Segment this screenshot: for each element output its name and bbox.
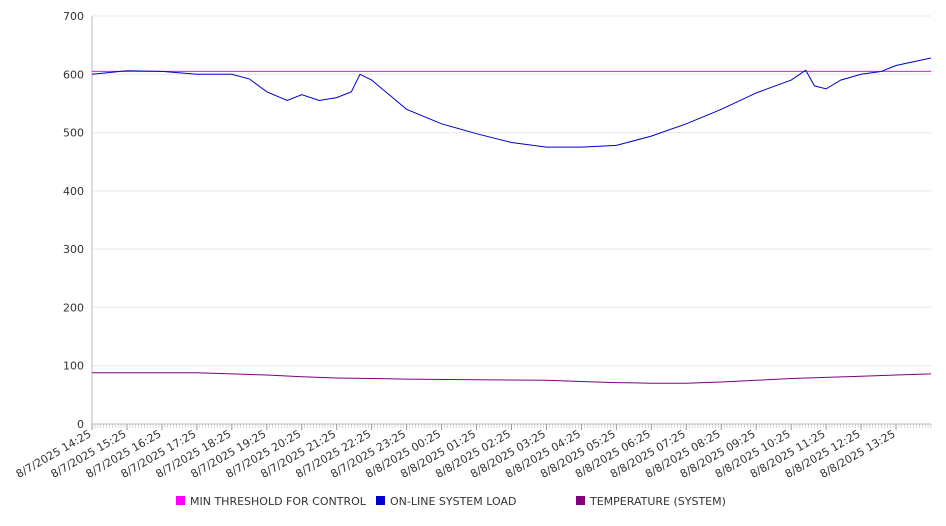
system-load-line — [91, 57, 932, 148]
y-tick-label: 300 — [63, 243, 84, 256]
y-tick-label: 0 — [77, 418, 84, 431]
plot-area — [91, 57, 932, 384]
legend-label: ON-LINE SYSTEM LOAD — [390, 495, 516, 508]
grid-lines — [92, 15, 931, 367]
y-tick-label: 100 — [63, 360, 84, 373]
legend-label: TEMPERATURE (SYSTEM) — [589, 495, 726, 508]
y-tick-label: 200 — [63, 301, 84, 314]
legend: MIN THRESHOLD FOR CONTROL ON-LINE SYSTEM … — [176, 495, 726, 508]
y-tick-label: 700 — [63, 10, 84, 23]
y-axis-ticks: 0 100 200 300 400 500 600 700 — [63, 10, 84, 431]
x-axis-ticks: 8/7/2025 14:258/7/2025 15:258/7/2025 16:… — [14, 424, 932, 481]
y-tick-label: 600 — [63, 68, 84, 81]
legend-swatch — [576, 496, 585, 505]
y-tick-label: 500 — [63, 127, 84, 140]
temperature-line — [92, 372, 932, 384]
legend-swatch — [176, 496, 185, 505]
y-tick-label: 400 — [63, 185, 84, 198]
axes — [91, 16, 931, 425]
legend-swatch — [376, 496, 385, 505]
legend-label: MIN THRESHOLD FOR CONTROL — [190, 495, 367, 508]
